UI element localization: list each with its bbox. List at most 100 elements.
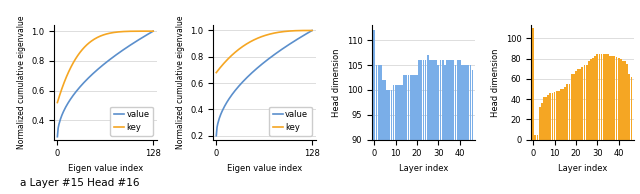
Line: key: key [58,31,153,102]
value [103,61,111,63]
Bar [596,54,598,140]
Bar [592,58,594,140]
Bar [459,60,461,194]
Bar [397,85,399,194]
key [103,33,111,35]
Bar [420,60,422,194]
Bar [390,90,392,194]
Bar [427,55,429,194]
Bar [609,56,611,140]
value [212,135,220,137]
Bar [539,107,541,140]
value [89,73,97,75]
Bar [579,69,581,140]
Bar [545,97,547,140]
Bar [446,60,448,194]
Bar [549,93,551,140]
Bar [403,75,405,194]
Bar [586,65,588,140]
X-axis label: Layer index: Layer index [399,164,448,173]
Bar [414,75,416,194]
Bar [467,65,469,194]
Bar [419,60,420,194]
Bar [620,59,621,140]
Bar [448,60,450,194]
Bar [416,75,418,194]
key [294,29,302,32]
key [212,71,220,74]
Bar [614,56,615,140]
key [149,30,157,32]
key [54,101,61,104]
Bar [457,60,458,194]
Bar [399,85,401,194]
Bar [388,90,390,194]
X-axis label: Layer index: Layer index [557,164,607,173]
Line: value: value [216,30,312,136]
Bar [554,92,556,140]
value [248,72,255,74]
Bar [575,71,577,140]
value [149,30,157,32]
Bar [442,60,444,194]
Bar [581,67,583,140]
Bar [472,70,474,194]
Bar [618,58,620,140]
Bar [568,84,570,140]
Bar [560,89,562,140]
Bar [534,135,536,140]
Bar [541,103,543,140]
Bar [382,80,384,194]
Legend: value, key: value, key [111,107,153,136]
Bar [410,75,412,194]
value [54,136,61,138]
Bar [452,60,454,194]
key [136,30,143,32]
Bar [425,60,426,194]
Bar [429,60,431,194]
Text: a Layer #15 Head #16: a Layer #15 Head #16 [20,178,140,188]
key [262,34,270,36]
Bar [616,57,618,140]
value [252,68,259,71]
Bar [376,65,378,194]
key [252,38,259,40]
Bar [630,77,632,140]
Bar [373,30,375,194]
key [304,29,312,32]
Bar [605,54,607,140]
Bar [590,59,592,140]
Bar [558,91,560,140]
Bar [454,65,456,194]
Bar [401,85,403,194]
Bar [595,56,596,140]
key [77,50,84,53]
Bar [465,65,467,194]
Bar [408,75,410,194]
value [262,60,270,62]
Bar [393,85,394,194]
Bar [438,65,439,194]
Bar [628,74,630,140]
Bar [532,28,534,140]
Bar [440,60,442,194]
key [145,30,152,32]
Bar [584,65,586,140]
Line: value: value [58,31,153,137]
Bar [433,60,435,194]
Bar [435,60,437,194]
Bar [552,93,554,140]
value [304,32,312,34]
Bar [412,75,413,194]
Bar [622,61,624,140]
Line: key: key [216,30,312,73]
Y-axis label: Normalized cumulative eigenvalue: Normalized cumulative eigenvalue [176,16,185,149]
Bar [562,89,564,140]
Bar [378,65,380,194]
value [308,29,316,32]
Bar [422,60,424,194]
Bar [573,74,575,140]
Bar [386,90,388,194]
Bar [566,84,568,140]
value [236,84,243,86]
